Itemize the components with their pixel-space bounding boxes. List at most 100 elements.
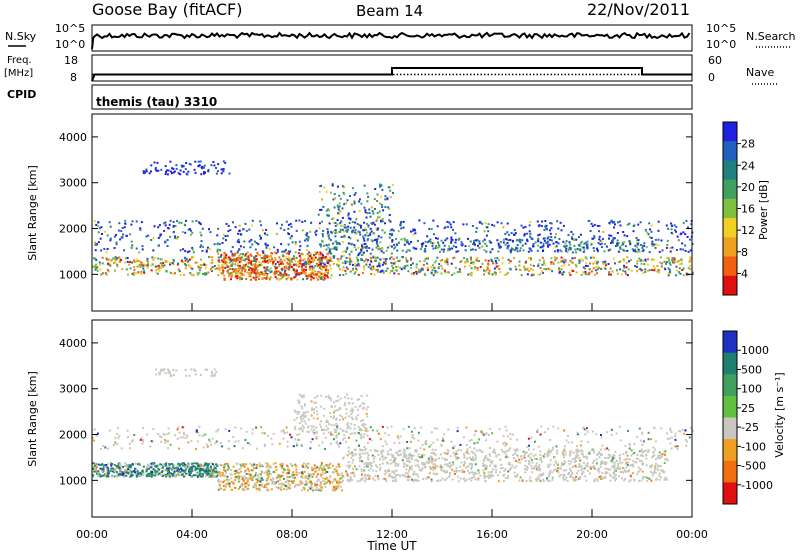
data-cell xyxy=(186,173,189,176)
data-cell xyxy=(650,438,653,441)
data-cell xyxy=(562,240,565,243)
data-cell xyxy=(245,477,248,480)
data-cell xyxy=(569,273,572,276)
data-cell xyxy=(297,263,299,266)
data-cell xyxy=(273,471,276,474)
data-cell xyxy=(547,448,550,451)
data-cell xyxy=(499,241,502,243)
data-cell xyxy=(342,254,345,257)
data-cell xyxy=(211,259,214,262)
data-cell xyxy=(118,462,121,465)
data-cell xyxy=(234,476,237,479)
data-cell xyxy=(617,462,620,465)
data-cell xyxy=(585,455,588,458)
data-cell xyxy=(285,220,288,223)
data-cell xyxy=(184,263,186,265)
data-cell xyxy=(92,474,95,477)
data-cell xyxy=(582,266,585,269)
data-cell xyxy=(278,265,281,268)
data-cell xyxy=(270,466,273,469)
data-cell xyxy=(184,224,187,227)
data-cell xyxy=(505,450,508,453)
data-cell xyxy=(527,250,530,253)
data-cell xyxy=(367,266,370,269)
data-cell xyxy=(511,248,514,251)
data-cell xyxy=(321,198,323,201)
data-cell xyxy=(661,262,663,265)
data-cell xyxy=(422,463,425,466)
data-cell xyxy=(207,467,210,470)
data-cell xyxy=(229,229,232,231)
data-cell xyxy=(223,278,226,281)
data-cell xyxy=(487,230,490,233)
data-cell xyxy=(406,464,409,467)
data-cell xyxy=(630,269,633,272)
data-cell xyxy=(286,274,289,277)
data-cell xyxy=(301,489,303,492)
data-cell xyxy=(505,454,508,457)
data-cell xyxy=(451,257,454,260)
data-cell xyxy=(575,475,578,478)
data-cell xyxy=(336,472,339,475)
data-cell xyxy=(354,262,357,265)
data-cell xyxy=(199,469,202,472)
data-cell xyxy=(550,222,553,225)
data-cell xyxy=(255,488,258,490)
data-cell xyxy=(288,487,291,490)
data-cell xyxy=(140,261,143,264)
data-cell xyxy=(255,276,258,279)
data-cell xyxy=(642,272,645,274)
data-cell xyxy=(486,465,488,468)
data-cell xyxy=(143,269,146,272)
data-cell xyxy=(215,430,218,433)
data-cell xyxy=(380,220,382,223)
data-cell xyxy=(324,485,327,488)
data-cell xyxy=(408,469,410,472)
data-cell xyxy=(208,469,211,472)
data-cell xyxy=(403,243,406,246)
data-cell xyxy=(278,475,281,478)
data-cell xyxy=(252,276,255,279)
data-cell xyxy=(231,262,234,265)
data-cell xyxy=(296,483,299,486)
data-cell xyxy=(390,256,393,259)
data-cell xyxy=(442,241,445,244)
data-cell xyxy=(472,471,474,474)
data-cell xyxy=(395,256,398,259)
data-cell xyxy=(281,262,284,265)
data-cell xyxy=(313,254,316,256)
data-cell xyxy=(635,457,638,460)
data-cell xyxy=(376,256,379,259)
data-cell xyxy=(531,471,534,474)
data-cell xyxy=(291,480,294,483)
data-cell xyxy=(637,470,640,473)
data-cell xyxy=(316,258,319,261)
data-cell xyxy=(316,480,319,483)
data-cell xyxy=(347,242,350,245)
data-cell xyxy=(169,261,171,264)
data-cell xyxy=(207,168,210,171)
data-cell xyxy=(272,272,275,275)
data-cell xyxy=(152,468,155,471)
data-cell xyxy=(513,466,516,469)
data-cell xyxy=(317,478,320,481)
data-cell xyxy=(101,262,104,265)
data-cell xyxy=(574,464,577,467)
data-cell xyxy=(228,261,231,264)
data-cell xyxy=(118,468,121,471)
data-cell xyxy=(489,464,491,467)
data-cell xyxy=(408,249,411,252)
data-cell xyxy=(592,430,594,433)
data-cell xyxy=(224,260,227,263)
data-cell xyxy=(256,447,259,450)
data-cell xyxy=(258,462,261,465)
data-cell xyxy=(258,465,261,467)
data-cell xyxy=(614,473,617,476)
data-cell xyxy=(624,470,627,473)
data-cell xyxy=(329,258,332,260)
data-cell xyxy=(645,449,648,452)
data-cell xyxy=(129,261,132,263)
data-cell xyxy=(118,260,121,263)
data-cell xyxy=(358,224,361,227)
